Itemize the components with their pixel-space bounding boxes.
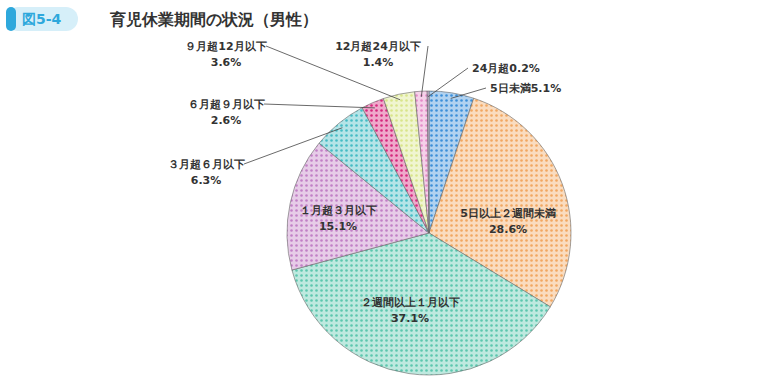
value-label: 0.2%	[509, 62, 540, 75]
value-label: 37.1%	[391, 312, 429, 325]
value-label: 1.4%	[363, 56, 394, 69]
category-label: ６月超９月以下	[188, 98, 265, 111]
slices	[287, 91, 571, 375]
category-label: ９月超12月以下	[185, 40, 266, 53]
category-label: ３月超６月以下	[168, 158, 245, 171]
value-label: 3.6%	[211, 56, 242, 69]
badge-bg	[6, 7, 78, 31]
category-label: ２週間以上１月以下	[361, 296, 460, 309]
badge-cap	[6, 7, 16, 31]
leader-line	[244, 128, 342, 164]
value-label: 15.1%	[319, 220, 357, 233]
leader-line	[421, 46, 428, 97]
category-label: １月超３月以下	[300, 204, 377, 217]
category-label: 5日以上２週間未満	[460, 207, 556, 220]
category-label: 12月超24月以下	[335, 40, 421, 53]
chart: 図5-4 育児休業期間の状況（男性） 5日未満5.1% 5日以上２週間未満 28.6% ２…	[0, 0, 760, 380]
labels: 5日未満5.1% 5日以上２週間未満 28.6% ２週間以上１月以下 37.1% １月超３…	[168, 40, 562, 325]
pie-slice	[415, 91, 429, 233]
pie-slice	[383, 92, 429, 233]
leader-line	[428, 68, 468, 97]
data-label: 5日未満5.1%	[490, 82, 561, 95]
data-label: 24月超0.2%	[472, 62, 540, 75]
leader-line	[451, 88, 486, 98]
category-label: 5日未満	[490, 82, 531, 95]
pie-slice	[427, 91, 429, 233]
header: 図5-4 育児休業期間の状況（男性）	[6, 7, 318, 31]
value-label: 2.6%	[211, 114, 242, 127]
badge-text: 図5-4	[22, 11, 62, 27]
value-label: 5.1%	[531, 82, 562, 95]
leader-line	[264, 104, 375, 108]
value-label: 28.6%	[489, 223, 527, 236]
leader-line	[266, 46, 400, 100]
title: 育児休業期間の状況（男性）	[109, 10, 318, 29]
category-label: 24月超	[472, 62, 509, 75]
value-label: 6.3%	[191, 174, 222, 187]
